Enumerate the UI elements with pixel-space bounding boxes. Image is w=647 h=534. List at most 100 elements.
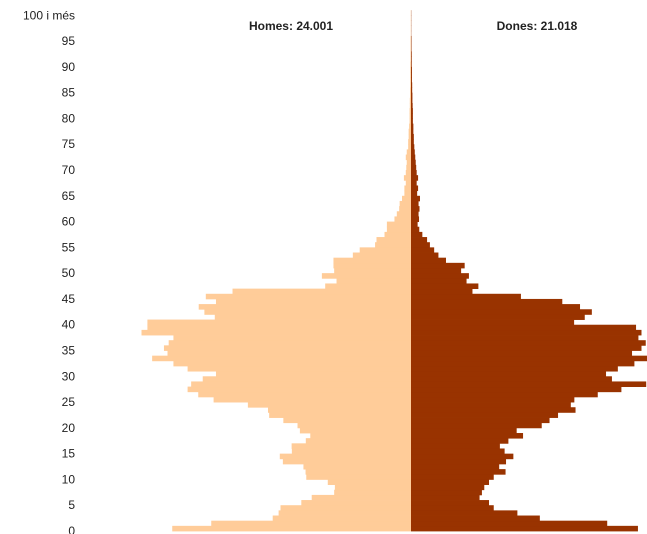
y-axis-ticks: 0 5 10 15 20 25 30 35 40 45 50 55 60 65 70 75 80 85 90 95 10… xyxy=(23,8,75,534)
female-bar-age-78 xyxy=(411,123,414,130)
female-bar-age-53 xyxy=(411,252,439,259)
male-bar-age-11 xyxy=(305,469,411,475)
y-tick-label: 10 xyxy=(62,472,76,486)
male-bar-age-80 xyxy=(409,113,411,119)
female-bar-age-37 xyxy=(411,335,639,341)
y-tick-label: 50 xyxy=(62,266,76,280)
male-bar-age-88 xyxy=(410,72,411,78)
bars-layer xyxy=(141,10,647,532)
male-bar-age-65 xyxy=(404,190,411,197)
male-bar-age-72 xyxy=(405,154,411,161)
male-bar-age-30 xyxy=(215,371,411,377)
male-bar-age-40 xyxy=(147,319,411,326)
female-bar-age-50 xyxy=(411,267,462,274)
male-bar-age-20 xyxy=(297,422,411,429)
male-bar-age-29 xyxy=(202,376,411,382)
female-bar-age-48 xyxy=(411,278,467,284)
male-bar-age-54 xyxy=(359,247,411,253)
female-bar-age-29 xyxy=(411,376,612,382)
female-bar-age-1 xyxy=(411,520,608,527)
female-bar-age-32 xyxy=(411,360,635,367)
male-bar-age-62 xyxy=(399,206,411,212)
female-bar-age-13 xyxy=(411,458,507,465)
y-tick-label: 15 xyxy=(62,447,76,461)
male-bar-age-21 xyxy=(283,417,411,424)
male-bar-age-84 xyxy=(410,92,411,99)
male-bar-age-83 xyxy=(409,97,411,104)
male-bar-age-69 xyxy=(405,170,411,176)
male-bar-age-33 xyxy=(152,355,411,362)
female-bar-age-85 xyxy=(411,87,413,94)
male-bar-age-49 xyxy=(321,273,411,279)
male-header: Homes: 24.001 xyxy=(249,19,333,33)
female-bar-age-72 xyxy=(411,154,416,161)
female-bar-age-3 xyxy=(411,510,518,516)
y-tick-label: 20 xyxy=(62,421,76,435)
male-bar-age-75 xyxy=(408,139,411,145)
female-bar-age-60 xyxy=(411,216,420,222)
female-bar-age-70 xyxy=(411,164,417,171)
female-bar-age-81 xyxy=(411,108,413,114)
male-bar-age-67 xyxy=(405,180,411,186)
male-bar-age-16 xyxy=(291,443,411,449)
female-bar-age-26 xyxy=(411,391,598,398)
male-bar-age-77 xyxy=(408,128,411,135)
female-bar-age-73 xyxy=(411,149,415,155)
female-bar-age-82 xyxy=(411,102,413,109)
female-bar-age-0 xyxy=(411,525,638,532)
female-bar-age-16 xyxy=(411,443,500,449)
female-bar-age-22 xyxy=(411,412,559,418)
male-bar-age-50 xyxy=(334,267,411,274)
female-bar-age-65 xyxy=(411,190,418,197)
male-bar-age-0 xyxy=(172,525,411,532)
female-bar-age-9 xyxy=(411,479,490,485)
male-bar-age-34 xyxy=(167,350,411,357)
male-bar-age-51 xyxy=(333,262,411,269)
male-bar-age-56 xyxy=(376,237,411,243)
male-bar-age-59 xyxy=(386,221,411,228)
female-bar-age-66 xyxy=(411,185,419,192)
male-bar-age-60 xyxy=(394,216,411,222)
female-bar-age-35 xyxy=(411,345,642,351)
female-bar-age-54 xyxy=(411,247,435,253)
female-bar-age-23 xyxy=(411,407,576,413)
y-tick-label: 95 xyxy=(62,34,76,48)
female-bar-age-51 xyxy=(411,262,465,269)
y-tick-label: 0 xyxy=(68,524,75,534)
male-bar-age-36 xyxy=(168,340,411,346)
male-bar-age-37 xyxy=(173,335,411,341)
female-bar-age-39 xyxy=(411,324,637,331)
female-bar-age-40 xyxy=(411,319,575,326)
female-bar-age-80 xyxy=(411,113,413,119)
female-bar-age-2 xyxy=(411,515,540,522)
male-bar-age-89 xyxy=(410,66,411,73)
female-bar-age-46 xyxy=(411,288,473,295)
male-bar-age-17 xyxy=(305,438,411,444)
female-bar-age-44 xyxy=(411,298,563,305)
female-bar-age-52 xyxy=(411,257,446,264)
male-bar-age-2 xyxy=(272,515,411,522)
female-bar-age-38 xyxy=(411,329,642,336)
female-bar-age-87 xyxy=(411,77,412,83)
female-bar-age-77 xyxy=(411,128,414,135)
male-bar-age-55 xyxy=(375,242,411,248)
male-bar-age-61 xyxy=(396,211,411,217)
female-bar-age-91 xyxy=(411,56,412,63)
male-bar-age-38 xyxy=(141,329,411,336)
female-bar-age-58 xyxy=(411,226,420,233)
male-bar-age-78 xyxy=(409,123,411,130)
male-bar-age-22 xyxy=(269,412,411,418)
male-bar-age-85 xyxy=(410,87,411,94)
female-bar-age-90 xyxy=(411,61,412,68)
female-bar-age-75 xyxy=(411,139,414,145)
male-bar-age-46 xyxy=(232,288,411,295)
male-bar-age-44 xyxy=(215,298,411,305)
female-bar-age-63 xyxy=(411,200,419,207)
female-bar-age-61 xyxy=(411,211,419,217)
female-bar-age-45 xyxy=(411,293,521,300)
female-bar-age-86 xyxy=(411,82,413,88)
female-bar-age-8 xyxy=(411,484,485,491)
female-bar-age-21 xyxy=(411,417,550,424)
male-bar-age-82 xyxy=(409,102,411,109)
